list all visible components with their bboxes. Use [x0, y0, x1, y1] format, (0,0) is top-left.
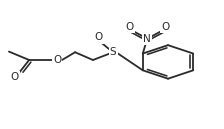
Text: O: O — [161, 22, 169, 32]
Text: O: O — [53, 55, 61, 65]
Text: O: O — [11, 72, 19, 82]
Text: O: O — [125, 22, 134, 32]
Text: N: N — [143, 34, 151, 44]
Text: S: S — [110, 47, 116, 57]
Text: O: O — [95, 32, 103, 42]
